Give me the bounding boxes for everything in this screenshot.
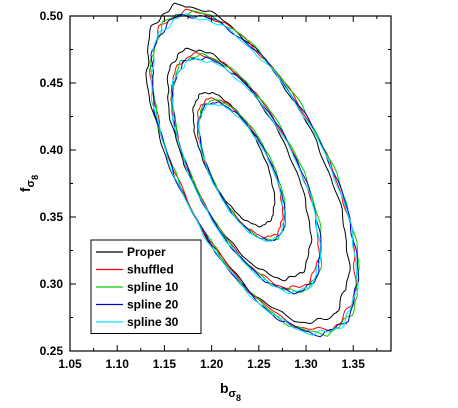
contour-3 (150, 13, 359, 336)
contour-1 (198, 103, 286, 243)
legend-label-shuffled: shuffled (127, 263, 174, 277)
legend-label-spline-10: spline 10 (127, 280, 179, 294)
y-axis-label: fσ8 (17, 175, 40, 192)
y-tick-label: 0.30 (40, 277, 64, 291)
legend: Proper shuffled spline 10 spline 20 spline 3… (90, 239, 202, 334)
y-tick-label: 0.35 (40, 210, 64, 224)
x-axis-label-main: b (220, 380, 229, 396)
x-tick-label: 1.30 (294, 357, 318, 371)
x-tick-label: 1.25 (247, 357, 271, 371)
y-axis-label-subsub: 8 (30, 175, 40, 180)
y-tick-label: 0.40 (40, 143, 64, 157)
x-tick-label: 1.20 (200, 357, 224, 371)
x-tick-label: 1.10 (106, 357, 130, 371)
contour-1 (192, 92, 276, 228)
contour-2 (171, 58, 322, 295)
x-axis-label-sub: σ (229, 388, 237, 400)
x-axis-label-subsub: 8 (236, 393, 241, 403)
tick-layer: 1.05 1.10 1.15 1.20 1.25 1.30 1.35 0.25 0.30 0.35… (40, 9, 391, 371)
legend-label-proper: Proper (127, 245, 166, 259)
y-tick-label: 0.50 (40, 9, 64, 23)
x-axis-label: bσ8 (220, 380, 241, 403)
y-axis-label-main: f (17, 187, 33, 192)
x-tick-label: 1.35 (342, 357, 366, 371)
legend-label-spline-30: spline 30 (127, 315, 179, 329)
contour-2 (171, 56, 322, 295)
series-spline-30 (150, 13, 359, 336)
contour-layer (145, 2, 360, 338)
contour-3 (145, 2, 351, 325)
y-tick-label: 0.45 (40, 76, 64, 90)
y-tick-label: 0.25 (40, 344, 64, 358)
series-proper (145, 2, 351, 325)
contour-2 (166, 47, 313, 282)
x-tick-label: 1.15 (153, 357, 177, 371)
y-axis-label-sub: σ (25, 179, 37, 187)
legend-label-spline-20: spline 20 (127, 298, 179, 312)
x-tick-label: 1.05 (58, 357, 82, 371)
